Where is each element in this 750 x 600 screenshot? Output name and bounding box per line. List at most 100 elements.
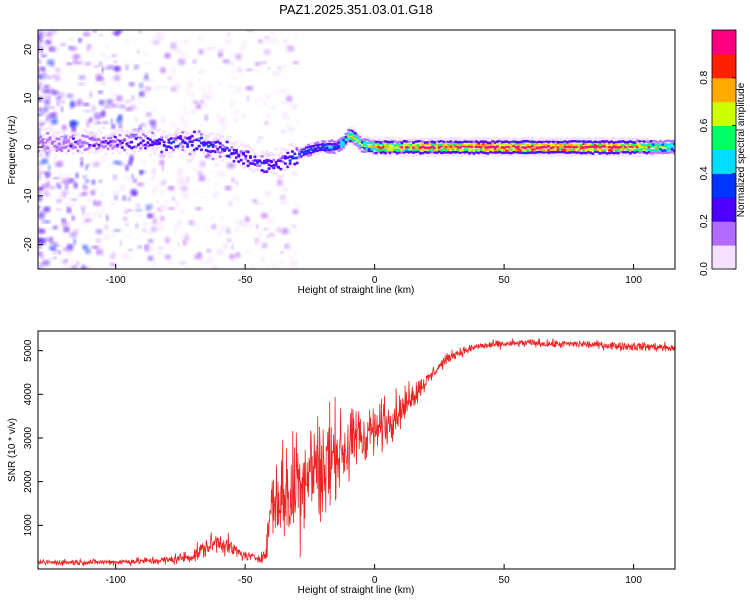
spectrogram-cell [377,138,381,142]
spectrogram-noise-blob [231,177,235,183]
spectrogram-cell [186,142,190,146]
spectrogram-cell [654,153,658,157]
spectrogram-cell [344,135,348,139]
spectrogram-cell [269,151,273,155]
spectrogram-noise-blob [254,238,260,243]
spectrogram-cell [353,135,357,138]
spectrogram-noise-blob [216,249,224,256]
spectrogram-noise-blob [75,61,83,65]
spectrogram-noise-blob [146,112,152,117]
spectrogram-cell [435,146,439,149]
spectrogram-cell [225,146,229,150]
spectrogram-cell [190,140,194,144]
spectrogram-cell [635,142,639,146]
spectrogram-cell [589,137,593,140]
spectrogram-noise-blob [134,38,137,44]
spectrogram-cell [153,152,157,156]
spectrogram-noise-blob [147,239,154,243]
spectrogram-noise-blob [177,207,180,213]
spectrogram-y-tick-label: -20 [23,237,34,252]
spectrogram-cell [60,149,64,152]
spectrogram-noise-blob [46,68,51,74]
spectrogram-noise-blob [93,212,98,218]
spectrogram-noise-blob [204,257,213,264]
spectrogram-noise-blob [104,233,110,241]
spectrogram-cell [144,134,148,138]
spectrogram-cell [661,146,665,149]
spectrogram-cell [391,140,395,143]
spectrogram-cell [605,152,609,155]
spectrogram-cell [372,137,376,141]
spectrogram-cell [213,136,218,140]
spectrogram-x-tick-label: -100 [106,275,126,286]
spectrogram-noise-blob [235,86,242,94]
spectrogram-noise-blob [197,71,201,75]
spectrogram-cell [123,148,127,152]
spectrogram-noise-blob [266,235,270,239]
spectrogram-cell [570,148,574,152]
spectrogram-cell [626,150,630,154]
spectrogram-noise-blob [226,227,231,235]
spectrogram-noise-blob [93,30,97,33]
spectrogram-cell [113,140,117,144]
spectrogram-cell [428,137,432,140]
spectrogram-noise-blob [90,105,93,112]
spectrogram-cell [272,153,276,157]
spectrogram-noise-blob [138,91,145,97]
spectrogram-noise-blob [52,249,59,255]
spectrogram-cell [437,154,441,157]
spectrogram-noise-blob [38,107,42,111]
spectrogram-noise-blob [164,254,171,260]
spectrogram-noise-blob [289,116,292,122]
spectrogram-noise-blob [59,88,63,96]
snr-y-tick-label: 4000 [23,383,34,406]
spectrogram-cell [344,140,348,144]
spectrogram-cell [176,144,180,148]
spectrogram-cell [39,144,43,147]
spectrogram-noise-blob [128,82,135,87]
spectrogram-cell [631,154,635,157]
spectrogram-cell [544,153,548,157]
spectrogram-noise-blob [68,197,72,201]
spectrogram-noise-blob [80,157,84,160]
spectrogram-x-tick-label: 0 [372,275,378,286]
spectrogram-noise-blob [265,95,271,99]
spectrogram-noise-blob [293,119,300,122]
spectrogram-cell [183,141,187,145]
spectrogram-cell [276,159,280,162]
spectrogram-cell [181,139,185,143]
spectrogram-noise-blob [269,30,275,36]
spectrogram-cell [307,143,311,147]
spectrogram-noise-blob [38,251,41,258]
spectrogram-noise-blob [200,99,205,104]
spectrogram-noise-blob [39,123,44,127]
spectrogram-cell [444,151,448,154]
spectrogram-cell [505,143,509,147]
spectrogram-noise-blob [93,200,102,207]
spectrogram-cell [69,133,73,137]
spectrogram-noise-blob [261,101,269,106]
spectrogram-y-tick-label: 0 [23,144,34,150]
spectrogram-noise-blob [155,31,163,36]
spectrogram-noise-blob [125,99,132,103]
spectrogram-noise-blob [98,99,105,105]
spectrogram-noise-blob [157,207,161,212]
spectrogram-cell [442,145,446,149]
spectrogram-cell [414,145,418,149]
spectrogram-cell [230,152,234,155]
spectrogram-cell [374,151,378,155]
spectrogram-cell [582,146,586,149]
spectrogram-cell [372,151,376,155]
spectrogram-cell [437,146,441,149]
spectrogram-cell [246,159,250,163]
spectrogram-cell [666,143,670,147]
spectrogram-cell [78,150,82,154]
spectrogram-cell [293,152,297,156]
spectrogram-cell [116,138,120,142]
spectrogram-cell [234,149,239,152]
spectrogram-noise-blob [187,108,191,112]
snr-y-axis: 1000 2000 3000 4000 5000 [23,339,43,536]
spectrogram-cell [582,151,586,155]
spectrogram-cell [530,144,535,148]
spectrogram-cell [377,154,381,157]
